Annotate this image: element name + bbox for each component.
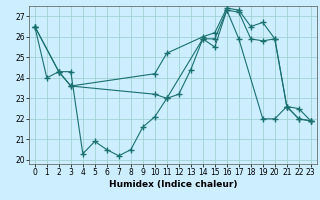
X-axis label: Humidex (Indice chaleur): Humidex (Indice chaleur) <box>108 180 237 189</box>
